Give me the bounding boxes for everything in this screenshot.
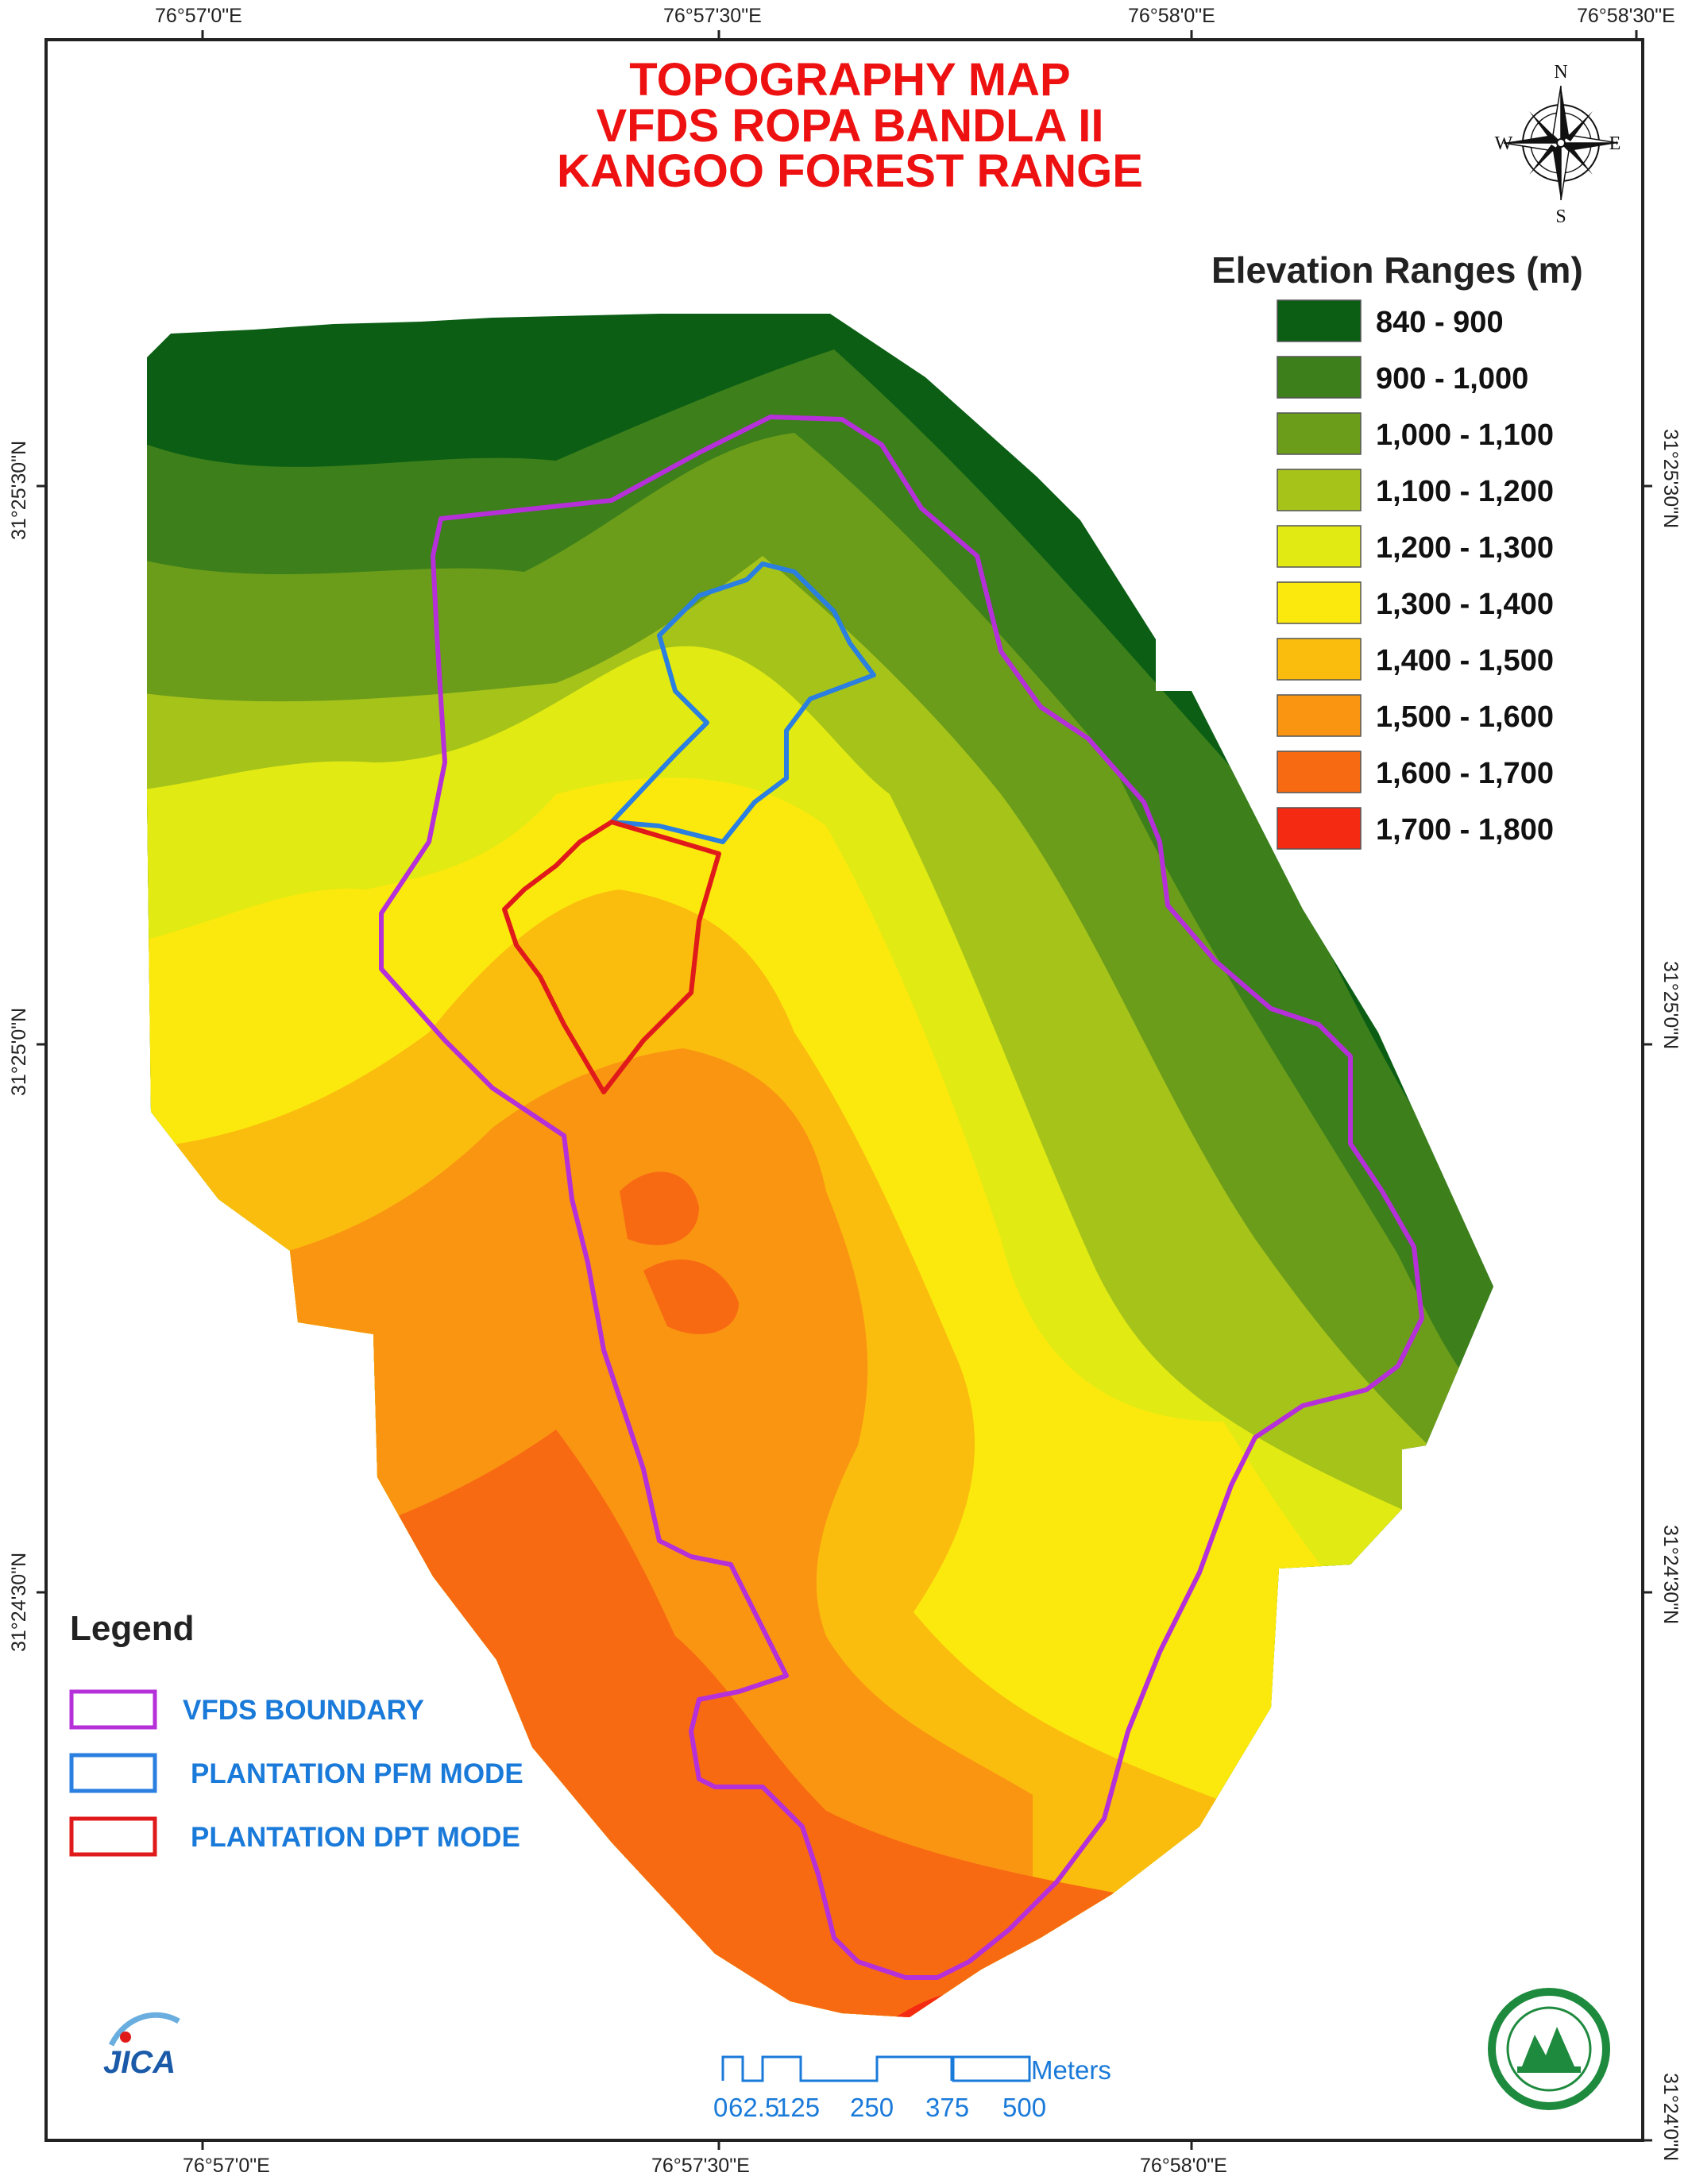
scale-unit: Meters [1031, 2055, 1111, 2085]
legend-label-vfds-boundary: VFDS BOUNDARY [183, 1695, 424, 1726]
elevation-swatch-2 [1277, 412, 1362, 455]
forest-department-emblem-icon [1488, 1988, 1610, 2110]
elevation-band-peak [620, 1171, 699, 1245]
scale-tick-250: 250 [850, 2093, 894, 2122]
elevation-band-peak [643, 1259, 739, 1334]
compass-rose-icon: N S E W [1495, 62, 1621, 227]
elevation-label-0: 840 - 900 [1376, 306, 1504, 339]
compass-south: S [1555, 206, 1566, 227]
elevation-label-9: 1,700 - 1,800 [1376, 813, 1554, 847]
coord-top-3: 76°58'0"E [1128, 5, 1215, 27]
map-title-line-1: TOPOGRAPHY MAP [629, 54, 1070, 106]
elevation-label-2: 1,000 - 1,100 [1376, 419, 1554, 452]
map-title-line-3: KANGOO FOREST RANGE [557, 145, 1143, 197]
elevation-swatch-3 [1277, 469, 1362, 511]
coord-bottom-1: 76°57'0"E [183, 2155, 270, 2177]
jica-logo: JICA [103, 2012, 180, 2080]
legend-label-plantation-pfm: PLANTATION PFM MODE [191, 1758, 523, 1789]
elevation-raster [147, 314, 1493, 2017]
coord-left-3: 31°24'30"N [8, 1553, 30, 1652]
legend-swatch-plantation-pfm [69, 1753, 157, 1793]
elevation-swatch-5 [1277, 581, 1362, 624]
elevation-label-3: 1,100 - 1,200 [1376, 475, 1554, 508]
compass-east: E [1609, 133, 1621, 154]
plantation-dpt-boundary [502, 820, 721, 1094]
elevation-legend-heading: Elevation Ranges (m) [1211, 249, 1583, 291]
elevation-swatch-9 [1277, 807, 1362, 850]
legend-label-plantation-dpt: PLANTATION DPT MODE [191, 1822, 520, 1853]
elevation-label-5: 1,300 - 1,400 [1376, 588, 1554, 621]
coord-bottom-2: 76°57'30"E [651, 2155, 750, 2177]
coord-left-2: 31°25'0"N [8, 1008, 30, 1096]
compass-west: W [1495, 133, 1513, 154]
legend-heading: Legend [70, 1609, 194, 1648]
elevation-swatch-7 [1277, 694, 1362, 737]
scale-tick-375: 375 [925, 2093, 969, 2122]
legend-item-plantation-dpt: PLANTATION DPT MODE [69, 1816, 520, 1857]
map-title-line-2: VFDS ROPA BANDLA II [596, 100, 1103, 152]
elevation-swatch-4 [1277, 525, 1362, 568]
legend-item-plantation-pfm: PLANTATION PFM MODE [69, 1753, 523, 1793]
coord-top-1: 76°57'0"E [155, 5, 242, 27]
elevation-label-6: 1,400 - 1,500 [1376, 644, 1554, 677]
elevation-swatch-8 [1277, 751, 1362, 793]
scale-tick-62: 62.5 [728, 2093, 779, 2122]
coord-right-4: 31°24'0"N [1659, 2073, 1682, 2161]
coord-bottom-3: 76°58'0"E [1140, 2155, 1227, 2177]
elevation-label-4: 1,200 - 1,300 [1376, 531, 1554, 565]
legend-item-vfds-boundary: VFDS BOUNDARY [69, 1689, 424, 1730]
jica-logo-text: JICA [103, 2045, 176, 2080]
coordinate-ticks [37, 30, 1652, 2150]
scale-tick-500: 500 [1002, 2093, 1046, 2122]
scale-tick-0: 0 [713, 2093, 728, 2122]
coord-top-2: 76°57'30"E [663, 5, 762, 27]
elevation-label-7: 1,500 - 1,600 [1376, 700, 1554, 734]
coord-right-2: 31°25'0"N [1659, 961, 1682, 1049]
vfds-boundary [379, 415, 1424, 1980]
scale-bar [721, 2055, 1031, 2082]
elevation-swatch-0 [1277, 299, 1362, 342]
elevation-swatch-1 [1277, 356, 1362, 399]
elevation-label-8: 1,600 - 1,700 [1376, 757, 1554, 790]
coord-top-4: 76°58'30"E [1577, 5, 1675, 27]
plantation-pfm-boundary [609, 561, 876, 844]
elevation-legend: 840 - 900 900 - 1,000 1,000 - 1,100 1,100 -… [1277, 299, 1554, 850]
scale-tick-125: 125 [776, 2093, 820, 2122]
elevation-label-1: 900 - 1,000 [1376, 362, 1528, 396]
legend-swatch-plantation-dpt [69, 1816, 157, 1857]
coord-right-1: 31°25'30"N [1659, 429, 1682, 528]
coord-left-1: 31°25'30"N [8, 441, 30, 540]
coord-right-3: 31°24'30"N [1659, 1525, 1682, 1624]
compass-north: N [1554, 62, 1567, 83]
elevation-swatch-6 [1277, 638, 1362, 681]
legend-swatch-vfds-boundary [69, 1689, 157, 1730]
